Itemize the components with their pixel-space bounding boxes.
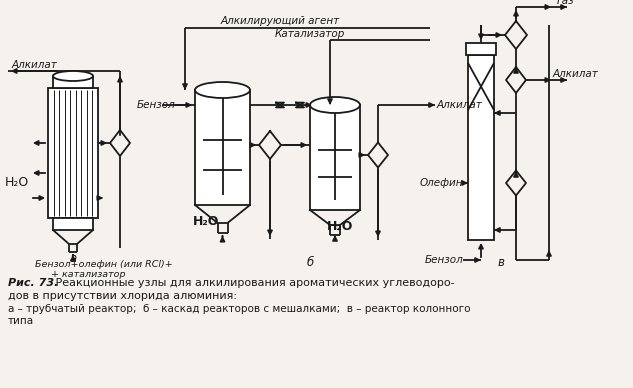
Text: а: а <box>70 251 77 265</box>
Text: Катализатор: Катализатор <box>275 29 345 39</box>
Bar <box>468 55 494 240</box>
Bar <box>53 76 93 88</box>
Bar <box>310 105 360 210</box>
Text: H₂O: H₂O <box>5 177 29 189</box>
Text: + катализатор: + катализатор <box>51 270 125 279</box>
Text: дов в присутствии хлорида алюминия:: дов в присутствии хлорида алюминия: <box>8 291 237 301</box>
Ellipse shape <box>195 82 250 98</box>
Text: Газ: Газ <box>557 0 575 6</box>
Bar <box>466 43 496 55</box>
Text: Алкилат: Алкилат <box>12 60 58 70</box>
Text: H₂O: H₂O <box>327 220 353 233</box>
Text: Алкилат: Алкилат <box>553 69 599 79</box>
Text: б: б <box>306 256 313 268</box>
Bar <box>195 90 250 205</box>
Text: Алкилирующий агент: Алкилирующий агент <box>220 16 339 26</box>
Bar <box>183 225 213 245</box>
Text: Бензол: Бензол <box>136 100 175 110</box>
Text: Рис. 73.: Рис. 73. <box>8 278 58 288</box>
Text: типа: типа <box>8 316 34 326</box>
Text: H₂O: H₂O <box>193 215 220 228</box>
Bar <box>53 218 93 230</box>
Text: Реакционные узлы для алкилирования ароматических углеводоро-: Реакционные узлы для алкилирования арома… <box>52 278 454 288</box>
Text: Бензол: Бензол <box>424 255 463 265</box>
Text: Олефин: Олефин <box>420 178 463 188</box>
Ellipse shape <box>53 71 93 81</box>
Text: Бензол+олефин (или RCl)+: Бензол+олефин (или RCl)+ <box>35 260 173 269</box>
Bar <box>48 88 98 218</box>
Ellipse shape <box>310 97 360 113</box>
Text: Алкилат: Алкилат <box>437 100 483 110</box>
Text: а – трубчатый реактор;  б – каскад реакторов с мешалками;  в – реактор колонного: а – трубчатый реактор; б – каскад реакто… <box>8 304 470 314</box>
Text: в: в <box>498 256 505 268</box>
